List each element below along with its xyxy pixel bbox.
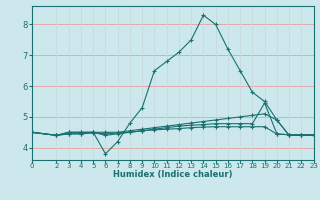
X-axis label: Humidex (Indice chaleur): Humidex (Indice chaleur) — [113, 170, 233, 179]
